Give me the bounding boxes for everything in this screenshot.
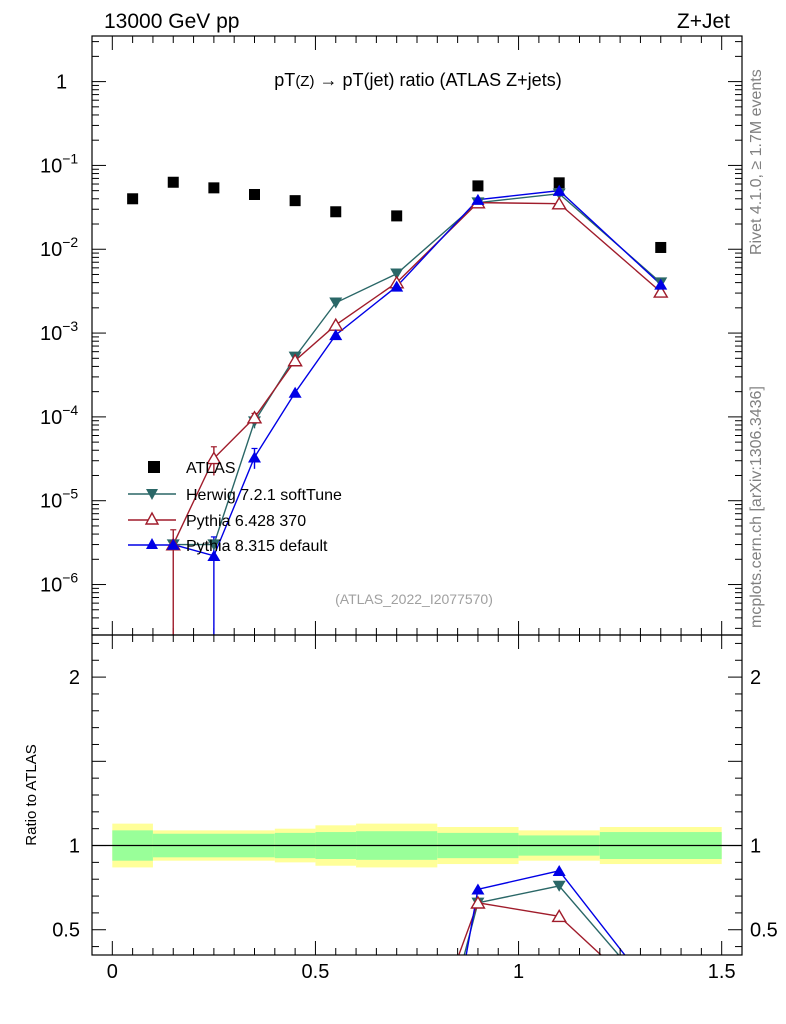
legend-herwig-label: Herwig 7.2.1 softTune [186,487,342,504]
ratio-marker-herwig-7-2-1-softtune [552,880,566,892]
legend-pythia6-marker [144,511,160,525]
marker-atlas [167,176,179,188]
main-y-tick-label: 10−5 [40,486,78,513]
main-y-tick-label: 10−3 [40,318,78,345]
marker-pythia-8-315-default [654,278,668,290]
ratio-marker-pythia-8-315-default [552,864,566,876]
marker-atlas [330,206,342,218]
ratio-y-label: Ratio to ATLAS [23,744,40,845]
marker-herwig-7-2-1-softtune [329,297,343,309]
ratio-y-tick-label-left: 0.5 [52,920,80,942]
marker-atlas [249,188,260,200]
main-y-tick-label: 10−1 [40,150,78,177]
marker-herwig-7-2-1-softtune [390,268,404,280]
ratio-y-tick-label-left: 1 [69,836,80,858]
ratio-series [458,870,626,955]
marker-pythia-6-428-370 [328,317,344,331]
main-y-axis: 1 10−1 10−2 10−3 10−4 10−5 10−6 [40,41,742,629]
marker-herwig-7-2-1-softtune [207,539,221,551]
ratio-y-tick-label-right: 1 [750,836,761,858]
marker-atlas [127,193,139,205]
marker-pythia-6-428-370 [206,451,222,465]
legend-pythia8-marker [146,538,158,549]
ratio-line-pythia-8-315-default [465,870,626,955]
main-y-tick-label: 10−6 [40,570,78,597]
plot-title: pT(Z) → pT(jet) ratio (ATLAS Z+jets) [274,70,561,90]
main-y-tick-label: 10−4 [40,402,78,429]
legend-pythia8-label: Pythia 8.315 default [186,538,328,555]
marker-pythia-8-315-default [329,329,343,341]
marker-atlas [208,182,220,194]
marker-pythia-8-315-default [471,193,485,205]
ratio-line-pythia-6-428-370 [458,902,603,955]
ratio-x-axis: 0 0.5 1 1.5 [107,635,736,983]
legend-atlas-label: ATLAS [186,460,236,477]
marker-atlas [391,210,403,222]
ratio-y-tick-label-right: 0.5 [750,920,778,942]
legend-item-herwig: Herwig 7.2.1 softTune [128,487,342,504]
legend-item-atlas: ATLAS [148,460,236,477]
ratio-x-tick-label: 1.5 [708,961,736,983]
legend-herwig-marker [146,489,158,500]
main-x-ticks [111,36,723,635]
main-markers [127,176,669,562]
marker-pythia-8-315-default [552,184,566,196]
main-panel: pT(Z) → pT(jet) ratio (ATLAS Z+jets) (AT… [40,35,743,636]
ratio-line-herwig-7-2-1-softtune [463,885,620,955]
rivet-label: Rivet 4.1.0, ≥ 1.7M events [748,69,765,255]
marker-pythia-6-428-370 [246,410,263,424]
ratio-x-tick-label: 1 [513,961,524,983]
ratio-marker-pythia-6-428-370 [470,895,486,909]
ratio-y-axis: 0.5 0.5 1 1 2 2 [52,642,778,948]
legend-atlas-marker [148,461,160,473]
marker-pythia-8-315-default [288,386,302,398]
main-y-tick-label: 10−2 [40,234,78,261]
energy-label: 13000 GeV pp [104,10,239,33]
marker-atlas [472,180,484,192]
ratio-marker-pythia-6-428-370 [551,909,567,923]
marker-atlas [553,177,565,189]
ratio-frame [91,634,743,956]
analysis-watermark: (ATLAS_2022_I2077570) [335,591,493,607]
legend: ATLAS Herwig 7.2.1 softTune Pythia 6.428… [128,460,342,555]
marker-pythia-8-315-default [390,280,404,292]
ratio-y-tick-label-right: 2 [750,667,761,689]
marker-pythia-6-428-370 [653,284,669,298]
legend-pythia6-label: Pythia 6.428 370 [186,513,306,530]
ratio-x-tick-label: 0.5 [302,961,330,983]
ratio-panel: 0.5 0.5 1 1 2 2 0 0.5 1 1.5 Ratio to ATLAS [23,634,778,983]
marker-pythia-8-315-default [166,538,180,550]
marker-atlas [655,241,667,253]
legend-item-pythia8: Pythia 8.315 default [128,538,328,555]
ratio-y-tick-label-left: 2 [69,667,80,689]
marker-atlas [289,195,301,207]
marker-pythia-6-428-370 [551,196,567,210]
ratio-markers [470,864,567,923]
marker-pythia-8-315-default [248,451,261,463]
mcplots-label: mcplots.cern.ch [arXiv:1306.3436] [748,386,765,628]
marker-pythia-6-428-370 [287,353,303,367]
ratio-marker-pythia-8-315-default [471,883,485,895]
legend-item-pythia6: Pythia 6.428 370 [128,511,306,530]
marker-pythia-8-315-default [207,549,221,562]
main-y-tick-label: 1 [56,72,67,94]
ratio-x-tick-label: 0 [107,961,118,983]
process-label: Z+Jet [677,10,730,33]
